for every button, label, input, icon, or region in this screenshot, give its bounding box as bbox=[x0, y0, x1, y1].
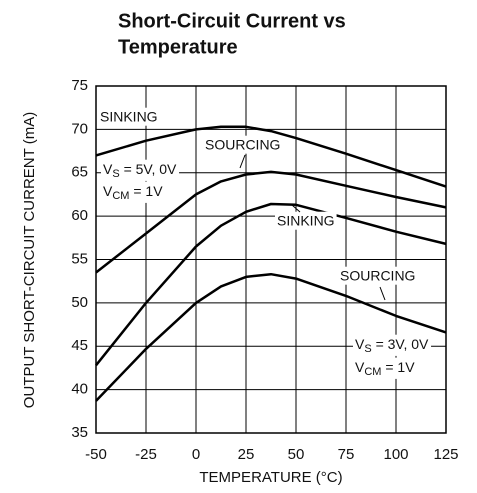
chart-title: Temperature bbox=[118, 36, 238, 58]
label-background bbox=[101, 181, 166, 203]
series-label: SINKING bbox=[100, 109, 158, 125]
y-tick-label: 35 bbox=[71, 424, 88, 441]
y-axis-label: OUTPUT SHORT-CIRCUIT CURRENT (mA) bbox=[21, 112, 38, 408]
leader-line bbox=[291, 204, 301, 213]
y-tick-label: 65 bbox=[71, 164, 88, 181]
annotation-main: V bbox=[103, 161, 113, 177]
annotation: VS = 3V, 0V bbox=[355, 336, 429, 355]
x-tick-label: 50 bbox=[288, 446, 305, 463]
label-background bbox=[203, 135, 283, 154]
annotation-sub: S bbox=[364, 343, 371, 355]
chart-title: Short-Circuit Current vs bbox=[118, 10, 346, 32]
annotation-sub: S bbox=[112, 168, 119, 180]
label-background bbox=[353, 334, 432, 356]
x-tick-label: 0 bbox=[192, 446, 200, 463]
x-tick-label: 25 bbox=[238, 446, 255, 463]
annotation-main: V bbox=[355, 336, 365, 352]
annotation-rest: = 1V bbox=[381, 359, 415, 375]
y-tick-label: 50 bbox=[71, 294, 88, 311]
annotation: VS = 5V, 0V bbox=[103, 161, 177, 180]
y-tick-label: 70 bbox=[71, 120, 88, 137]
y-tick-label: 55 bbox=[71, 250, 88, 267]
annotation-main: V bbox=[103, 183, 113, 199]
line bbox=[95, 272, 447, 402]
annotation-rest: = 5V, 0V bbox=[120, 161, 177, 177]
line bbox=[95, 170, 447, 274]
y-tick-label: 45 bbox=[71, 337, 88, 354]
label-background bbox=[101, 159, 180, 181]
annotation-sub: CM bbox=[364, 366, 381, 378]
annotation-rest: = 3V, 0V bbox=[372, 336, 429, 352]
x-axis-label: TEMPERATURE (°C) bbox=[199, 469, 342, 486]
label-background bbox=[275, 211, 337, 230]
line bbox=[95, 125, 447, 188]
series-label: SOURCING bbox=[205, 137, 280, 153]
annotation-sub: CM bbox=[112, 190, 129, 202]
x-tick-label: 125 bbox=[433, 446, 458, 463]
x-tick-label: -25 bbox=[135, 446, 157, 463]
x-tick-label: -50 bbox=[85, 446, 107, 463]
x-tick-label: 100 bbox=[383, 446, 408, 463]
annotation: VCM = 1V bbox=[355, 359, 415, 378]
leader-line bbox=[239, 154, 246, 169]
series-label: SINKING bbox=[277, 213, 335, 229]
line bbox=[95, 202, 447, 367]
annotation: VCM = 1V bbox=[103, 183, 163, 202]
series-label: SOURCING bbox=[340, 268, 415, 284]
y-tick-label: 60 bbox=[71, 207, 88, 224]
annotation-main: V bbox=[355, 359, 365, 375]
plot-frame bbox=[95, 85, 447, 434]
label-background bbox=[98, 107, 160, 126]
y-tick-label: 75 bbox=[71, 77, 88, 94]
label-background bbox=[353, 357, 418, 379]
label-background bbox=[338, 266, 418, 285]
annotation-rest: = 1V bbox=[129, 183, 163, 199]
y-tick-label: 40 bbox=[71, 381, 88, 398]
x-tick-label: 75 bbox=[338, 446, 355, 463]
leader-line bbox=[379, 286, 386, 301]
